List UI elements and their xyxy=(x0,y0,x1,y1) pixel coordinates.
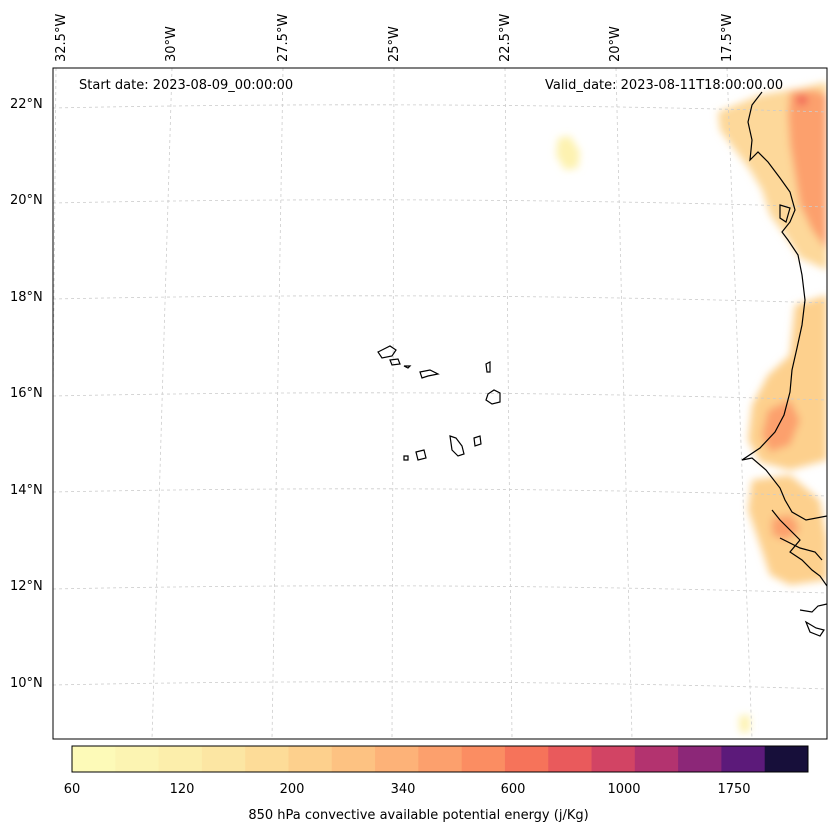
lat-label-22n: 22°N xyxy=(10,97,43,112)
colorbar-segment xyxy=(764,746,809,772)
island-santa-luzia xyxy=(403,365,412,369)
colorbar-segment xyxy=(418,746,463,772)
colorbar-segment xyxy=(288,746,333,772)
island-maio xyxy=(473,435,482,447)
island-boa-vista xyxy=(485,389,501,405)
valid-date-text: Valid_date: 2023-08-11T18:00:00.00 xyxy=(545,78,784,93)
cape-region-islandblob xyxy=(556,136,580,170)
colorbar-segment xyxy=(72,746,116,772)
colorbar-border xyxy=(71,745,809,773)
cape-region-mid-core xyxy=(762,400,800,452)
colorbar-segment xyxy=(245,746,289,772)
cape-region-small xyxy=(739,715,750,733)
cape-field xyxy=(556,82,827,733)
map-border xyxy=(52,67,828,740)
graticule xyxy=(53,68,827,739)
island-sao-vicente xyxy=(389,358,401,366)
coastline-africa xyxy=(741,91,827,637)
colorbar-tick-60: 60 xyxy=(63,782,81,797)
island-sao-nicolau xyxy=(419,369,440,379)
colorbar-tick-1000: 1000 xyxy=(607,782,641,797)
island-santiago xyxy=(449,435,465,457)
colorbar-tick-200: 200 xyxy=(279,782,305,797)
cape-region-north-core xyxy=(788,90,827,250)
lat-label-12n: 12°N xyxy=(10,579,43,594)
start-date-text: Start date: 2023-08-09_00:00:00 xyxy=(79,78,294,93)
colorbar-segment xyxy=(201,746,246,772)
colorbar-segment xyxy=(461,746,506,772)
lat-label-10n: 10°N xyxy=(10,676,43,691)
colorbar-segment xyxy=(375,746,419,772)
colorbar xyxy=(72,746,809,772)
island-brava xyxy=(403,455,409,461)
lat-label-18n: 18°N xyxy=(10,290,43,305)
colorbar-segment xyxy=(634,746,679,772)
colorbar-segment xyxy=(548,746,593,772)
colorbar-segment xyxy=(678,746,722,772)
colorbar-segment xyxy=(591,746,636,772)
colorbar-segment xyxy=(721,746,766,772)
coastline-cape-verde xyxy=(377,345,501,461)
island-fogo xyxy=(415,449,427,461)
lat-label-16n: 16°N xyxy=(10,386,43,401)
lat-label-14n: 14°N xyxy=(10,483,43,498)
colorbar-tick-340: 340 xyxy=(390,782,416,797)
colorbar-tick-600: 600 xyxy=(500,782,526,797)
colorbar-label: 850 hPa convective available potential e… xyxy=(248,808,589,823)
colorbar-tick-1750: 1750 xyxy=(717,782,751,797)
colorbar-segment xyxy=(504,746,549,772)
lat-label-20n: 20°N xyxy=(10,193,43,208)
colorbar-segment xyxy=(158,746,203,772)
colorbar-tick-120: 120 xyxy=(169,782,195,797)
island-sal xyxy=(485,361,491,373)
island-santo-antao xyxy=(377,345,397,359)
colorbar-segment xyxy=(331,746,376,772)
cape-region-north-peak xyxy=(796,94,808,106)
colorbar-segment xyxy=(115,746,160,772)
